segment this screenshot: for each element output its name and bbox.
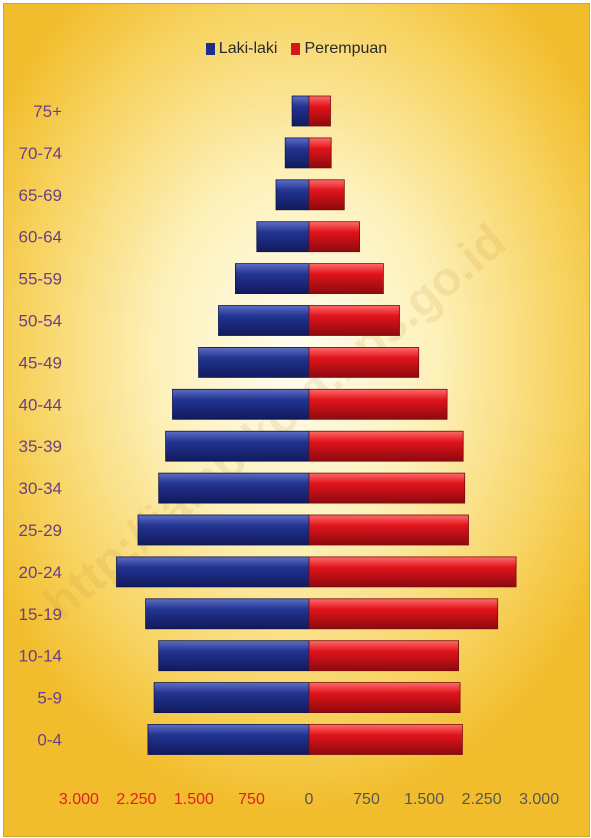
bar-female-20-24 bbox=[308, 556, 517, 588]
age-label-45-49: 45-49 bbox=[19, 353, 62, 372]
x-tick-right-750: 750 bbox=[353, 791, 380, 808]
bar-female-45-49 bbox=[308, 346, 420, 378]
bar-male-20-24 bbox=[116, 556, 310, 588]
bar-male-5-9 bbox=[153, 682, 310, 713]
legend-label-male: Laki-laki bbox=[218, 40, 278, 57]
legend-item-male: Laki-laki bbox=[205, 40, 278, 58]
bar-female-65-69 bbox=[308, 179, 345, 211]
bar-male-45-49 bbox=[198, 346, 310, 378]
bar-female-10-14 bbox=[308, 640, 460, 672]
age-label-10-14: 10-14 bbox=[19, 647, 62, 666]
x-tick-right-2.250: 2.250 bbox=[462, 791, 502, 808]
age-label-25-29: 25-29 bbox=[19, 521, 62, 540]
bar-male-65-69 bbox=[275, 179, 310, 211]
age-label-75+: 75+ bbox=[33, 102, 62, 121]
age-label-55-59: 55-59 bbox=[19, 270, 62, 289]
bar-male-0-4 bbox=[147, 724, 310, 755]
bar-male-70-74 bbox=[284, 137, 310, 169]
bar-female-5-9 bbox=[308, 682, 461, 713]
age-label-0-4: 0-4 bbox=[37, 731, 62, 750]
bar-male-25-29 bbox=[137, 514, 310, 546]
bar-female-70-74 bbox=[308, 137, 332, 169]
bar-male-55-59 bbox=[234, 263, 310, 295]
legend-item-female: Perempuan bbox=[291, 40, 387, 58]
bar-female-40-44 bbox=[308, 388, 448, 420]
age-label-70-74: 70-74 bbox=[19, 144, 62, 163]
chart-legend: Laki-laki Perempuan bbox=[4, 40, 589, 58]
bar-male-15-19 bbox=[145, 598, 310, 630]
age-label-60-64: 60-64 bbox=[19, 228, 62, 247]
legend-label-female: Perempuan bbox=[304, 40, 388, 57]
population-pyramid: 0-4 5-9 10-14 15-19 20-24 25-29 30-34 35-39 40-4… bbox=[19, 95, 559, 808]
legend-swatch-female bbox=[291, 43, 301, 55]
bar-female-30-34 bbox=[308, 472, 466, 504]
age-label-5-9: 5-9 bbox=[37, 689, 62, 708]
x-tick-right-1.500: 1.500 bbox=[404, 791, 444, 808]
legend-swatch-male bbox=[205, 43, 215, 55]
bar-male-35-39 bbox=[165, 430, 310, 462]
age-label-40-44: 40-44 bbox=[19, 395, 62, 414]
x-tick-right-3.000: 3.000 bbox=[519, 791, 559, 808]
bar-male-30-34 bbox=[158, 472, 310, 504]
bar-male-60-64 bbox=[256, 221, 310, 253]
bar-male-10-14 bbox=[158, 640, 310, 672]
x-tick-left-1.500: 1.500 bbox=[174, 791, 214, 808]
age-label-35-39: 35-39 bbox=[19, 437, 62, 456]
x-tick-right-0: 0 bbox=[305, 791, 314, 808]
bar-female-15-19 bbox=[308, 598, 499, 630]
x-tick-left-2.250: 2.250 bbox=[116, 791, 156, 808]
age-label-50-54: 50-54 bbox=[19, 312, 62, 331]
age-label-30-34: 30-34 bbox=[19, 479, 62, 498]
bar-female-35-39 bbox=[308, 430, 464, 462]
age-label-15-19: 15-19 bbox=[19, 605, 62, 624]
bar-female-25-29 bbox=[308, 514, 469, 546]
bar-female-60-64 bbox=[308, 221, 360, 253]
bar-female-55-59 bbox=[308, 263, 384, 295]
bar-male-50-54 bbox=[218, 305, 310, 336]
age-label-20-24: 20-24 bbox=[19, 563, 62, 582]
x-tick-left-3.000: 3.000 bbox=[59, 791, 99, 808]
bar-male-75+ bbox=[291, 95, 310, 127]
bar-female-0-4 bbox=[308, 724, 463, 755]
bar-male-40-44 bbox=[172, 388, 310, 420]
age-label-65-69: 65-69 bbox=[19, 186, 62, 205]
bar-female-50-54 bbox=[308, 305, 400, 336]
chart-frame: Laki-laki Perempuan http://jambikota.bps… bbox=[3, 3, 590, 837]
x-tick-left-750: 750 bbox=[238, 791, 265, 808]
bar-female-75+ bbox=[308, 95, 331, 127]
